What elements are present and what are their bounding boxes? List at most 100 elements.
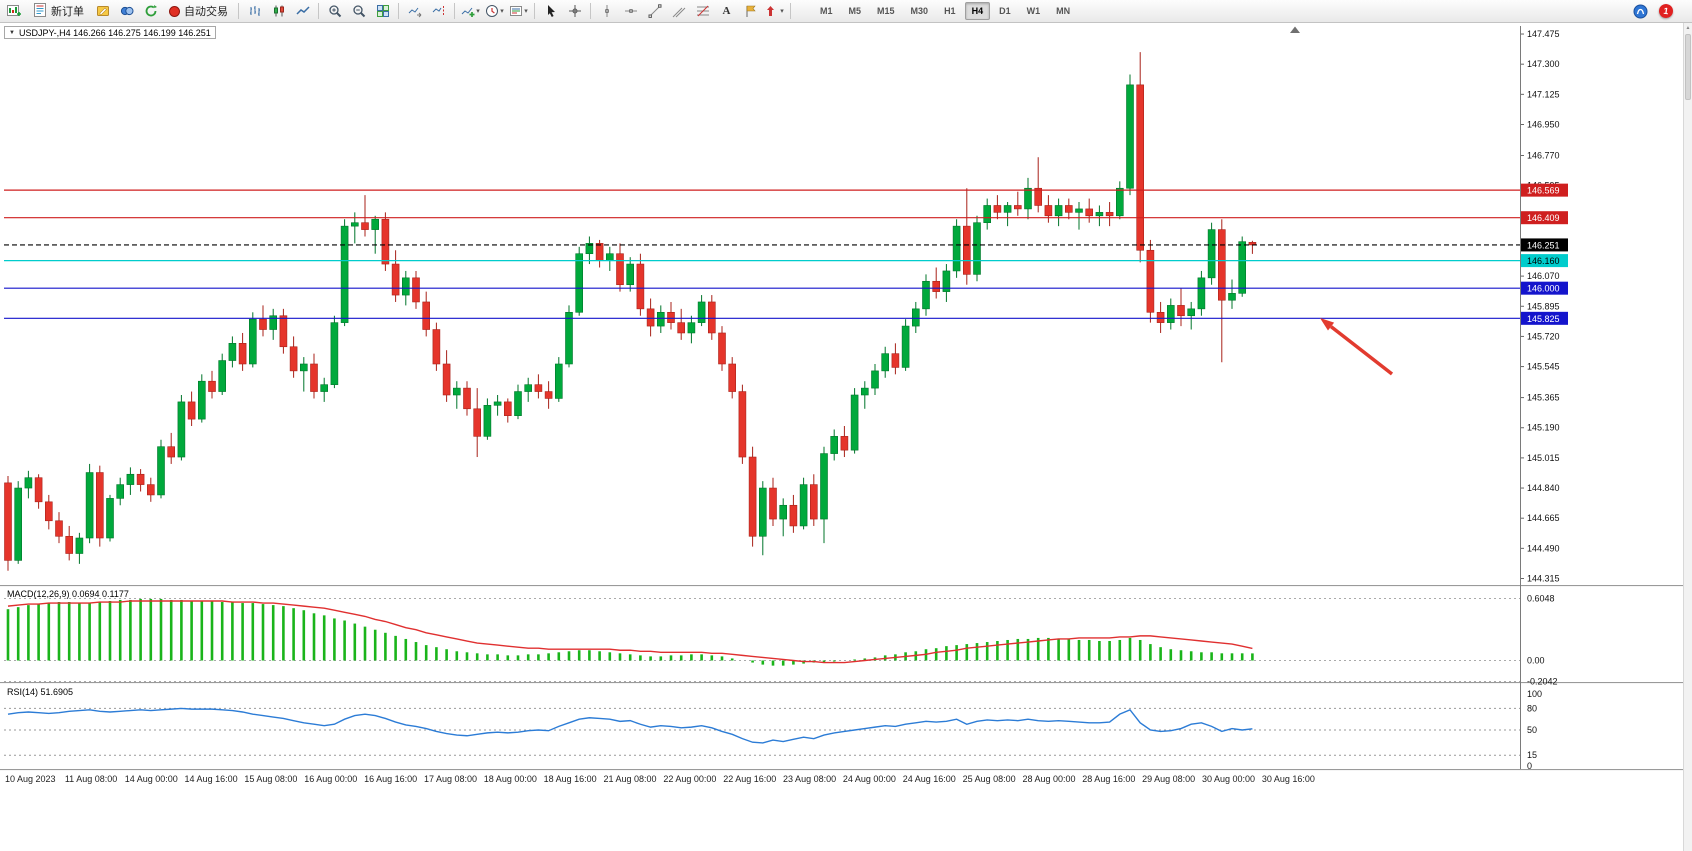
candle (177, 401, 186, 458)
toolbar-separator (318, 3, 319, 19)
candle (901, 325, 910, 368)
candle (167, 446, 175, 458)
refresh-icon[interactable] (139, 0, 162, 22)
chart-shift-icon[interactable] (427, 0, 450, 22)
candle (605, 253, 614, 261)
price-badge (1521, 254, 1568, 268)
indicators-icon[interactable]: ▾ (459, 0, 482, 22)
channel-tool-icon[interactable] (667, 0, 690, 22)
candle (1228, 293, 1236, 301)
chart-shift-marker[interactable] (1290, 26, 1300, 34)
line-chart-icon[interactable] (291, 0, 314, 22)
price-tick-label: 146.770 (1527, 151, 1560, 161)
scroll-up-arrow-icon[interactable]: ▲ (1685, 25, 1691, 31)
fibonacci-tool-icon[interactable] (691, 0, 714, 22)
candle (789, 504, 798, 527)
timeframe-button-m5[interactable]: M5 (842, 2, 869, 20)
candle (361, 222, 369, 230)
new-order-button[interactable]: 新订单 (27, 1, 90, 21)
annotation-arrow-head[interactable] (1320, 318, 1335, 331)
rsi-line (7, 707, 1253, 744)
trendline-tool-icon[interactable] (643, 0, 666, 22)
toolbar: 新订单 自动交易 ▾ ▾ ▾ A ▾ (0, 0, 1692, 23)
label-tool-icon[interactable] (739, 0, 762, 22)
cursor-icon[interactable] (539, 0, 562, 22)
auto-trading-label: 自动交易 (184, 6, 228, 18)
periods-dropdown-caret-icon[interactable]: ▾ (500, 8, 504, 15)
macd-label: MACD(12,26,9) 0.0694 0.1177 (7, 589, 129, 599)
vertical-scrollbar[interactable]: ▲ (1683, 23, 1692, 851)
candle (1034, 187, 1042, 206)
timeframe-button-h4[interactable]: H4 (964, 2, 991, 20)
price-badge (1521, 183, 1568, 197)
candle (636, 263, 645, 310)
time-label: 22 Aug 16:00 (723, 774, 776, 784)
bar-chart-icon[interactable] (243, 0, 266, 22)
annotation-arrow-shaft[interactable] (1329, 325, 1394, 376)
text-tool-icon[interactable]: A (722, 5, 731, 17)
candle (687, 322, 696, 334)
notification-badge[interactable]: 1 (1658, 3, 1674, 19)
price-tick-label: 145.545 (1527, 362, 1560, 372)
candle (503, 401, 512, 416)
candle (544, 391, 553, 399)
crosshair-icon[interactable] (563, 0, 586, 22)
zoom-out-icon[interactable] (347, 0, 370, 22)
metaeditor-icon[interactable] (91, 0, 114, 22)
price-tick-label: 147.125 (1527, 89, 1560, 99)
candle (310, 363, 318, 392)
candle (1085, 208, 1093, 217)
candle (952, 225, 961, 272)
time-label: 17 Aug 08:00 (424, 774, 477, 784)
tile-windows-icon[interactable] (371, 0, 394, 22)
candle (299, 363, 308, 372)
rsi-axis-label: 0 (1527, 761, 1532, 771)
candle (585, 243, 594, 255)
timeframe-button-d1[interactable]: D1 (992, 2, 1018, 20)
timeframe-button-m1[interactable]: M1 (813, 2, 840, 20)
candle (616, 253, 624, 286)
zoom-in-icon[interactable] (323, 0, 346, 22)
shapes-dropdown-caret-icon[interactable]: ▾ (780, 8, 784, 15)
candle (483, 405, 492, 437)
timeframe-button-m30[interactable]: M30 (904, 2, 936, 20)
candle (65, 535, 73, 554)
timeframe-button-mn[interactable]: MN (1049, 2, 1077, 20)
auto-scroll-icon[interactable] (403, 0, 426, 22)
time-label: 14 Aug 00:00 (125, 774, 178, 784)
candle (758, 487, 767, 537)
candle (881, 353, 890, 372)
timeframe-button-w1[interactable]: W1 (1020, 2, 1048, 20)
time-label: 24 Aug 16:00 (903, 774, 956, 784)
candle (534, 384, 543, 392)
candle (1197, 277, 1206, 310)
shapes-tool-icon[interactable]: ▾ (763, 0, 786, 22)
candle (646, 308, 655, 327)
community-icon[interactable] (1629, 0, 1652, 22)
timeframe-button-m15[interactable]: M15 (870, 2, 902, 20)
candle (779, 504, 788, 520)
horizontal-line-tool-icon[interactable] (619, 0, 642, 22)
candlestick-chart-icon[interactable] (267, 0, 290, 22)
price-tick-label: 145.365 (1527, 393, 1560, 403)
price-tick-label: 147.300 (1527, 59, 1560, 69)
templates-icon[interactable]: ▾ (507, 0, 530, 22)
candle (157, 446, 165, 496)
candle (932, 280, 941, 292)
indicators-dropdown-caret-icon[interactable]: ▾ (476, 8, 480, 15)
scrollbar-thumb[interactable] (1685, 34, 1691, 100)
periods-icon[interactable]: ▾ (483, 0, 506, 22)
timeframe-button-h1[interactable]: H1 (937, 2, 963, 20)
candle (1013, 205, 1022, 210)
templates-dropdown-caret-icon[interactable]: ▾ (524, 8, 528, 15)
vertical-line-tool-icon[interactable] (595, 0, 618, 22)
charts-icon[interactable] (115, 0, 138, 22)
time-label: 28 Aug 00:00 (1022, 774, 1075, 784)
new-chart-icon[interactable] (3, 0, 26, 22)
candle (1126, 84, 1134, 189)
symbol-dropdown-icon[interactable]: ▼ (9, 29, 15, 36)
candle (595, 243, 604, 261)
auto-trading-button[interactable]: 自动交易 (163, 1, 234, 21)
